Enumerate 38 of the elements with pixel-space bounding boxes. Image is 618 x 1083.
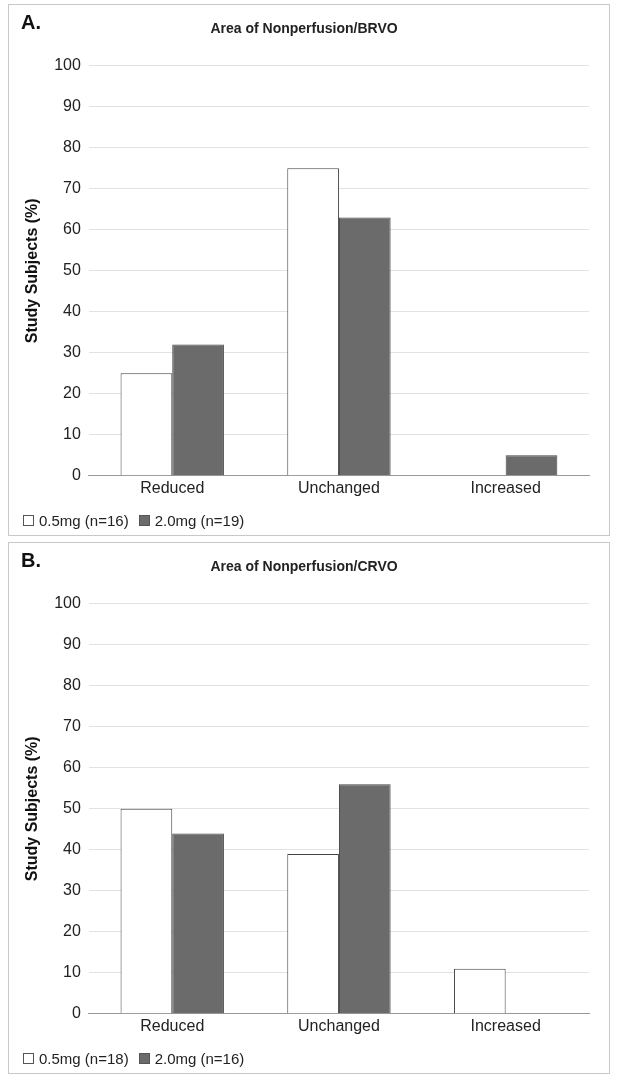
- y-tick-label: 70: [63, 179, 81, 197]
- y-tick-label: 60: [63, 220, 81, 238]
- y-tick-label: 60: [63, 758, 81, 776]
- x-tick-label: Unchanged: [298, 1016, 380, 1034]
- y-tick-label: 100: [54, 56, 81, 74]
- y-tick-label: 30: [63, 881, 81, 899]
- y-tick-label: 70: [63, 717, 81, 735]
- y-tick-label: 50: [63, 799, 81, 817]
- y-tick-label: 90: [63, 97, 81, 115]
- text: A.: [21, 10, 41, 33]
- y-tick-label: 50: [63, 261, 81, 279]
- y-tick-label: 20: [63, 922, 81, 940]
- y-tick-label: 90: [63, 635, 81, 653]
- x-tick-label: Increased: [470, 1016, 541, 1034]
- text: 0.5mg (n=18): [39, 1050, 129, 1067]
- y-tick-label: 30: [63, 343, 81, 361]
- y-tick-label: 80: [63, 676, 81, 694]
- y-tick-label: 10: [63, 963, 81, 981]
- y-tick-label: 0: [71, 1004, 81, 1022]
- x-tick-label: Increased: [470, 478, 541, 496]
- chart-title: Area of Nonperfusion/BRVO: [210, 20, 398, 37]
- y-tick-label: 40: [63, 302, 81, 320]
- chart-title: Area of Nonperfusion/CRVO: [210, 558, 398, 575]
- y-tick-label: 100: [54, 594, 81, 612]
- y-tick-label: 10: [63, 425, 81, 443]
- y-axis-title: Study Subjects (%): [23, 736, 41, 882]
- y-tick-label: 0: [71, 466, 81, 484]
- x-tick-label: Unchanged: [298, 478, 380, 496]
- legend-label: 2.0mg (n=19): [154, 512, 245, 529]
- legend-label: 2.0mg (n=16): [154, 1050, 245, 1067]
- y-axis-title: Study Subjects (%): [23, 198, 41, 344]
- text: 0.5mg (n=16): [39, 512, 129, 529]
- y-tick-label: 80: [63, 138, 81, 156]
- x-tick-label: Reduced: [140, 478, 205, 496]
- y-tick-label: 20: [63, 384, 81, 402]
- text: B.: [21, 548, 41, 571]
- y-tick-label: 40: [63, 840, 81, 858]
- x-tick-label: Reduced: [140, 1016, 205, 1034]
